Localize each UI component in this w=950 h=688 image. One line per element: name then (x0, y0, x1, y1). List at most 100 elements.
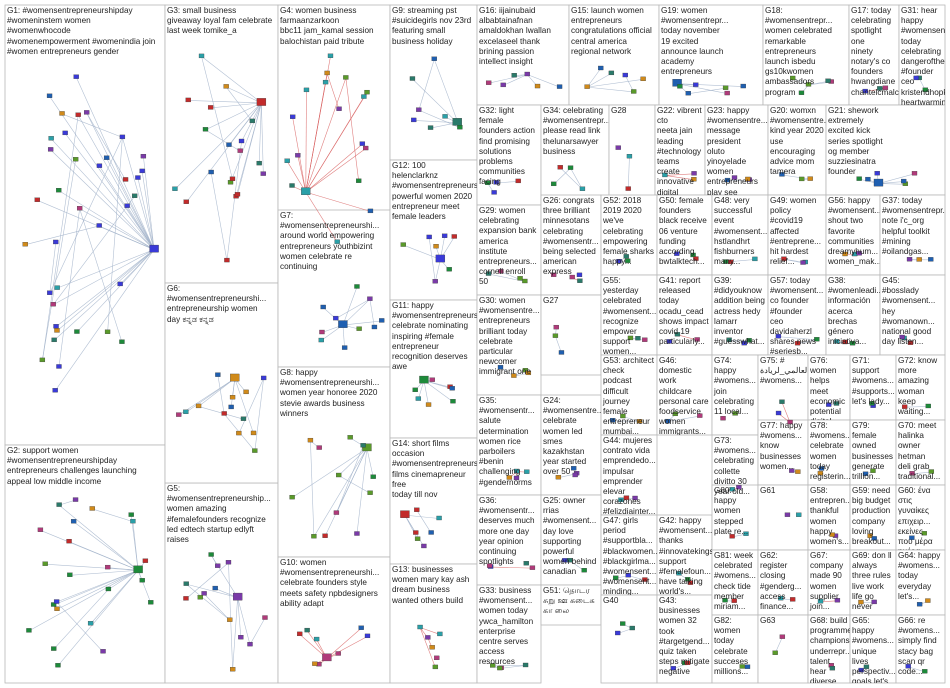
network-node (426, 234, 432, 240)
network-edge (912, 471, 932, 475)
network-node (616, 258, 622, 264)
network-node (772, 650, 778, 655)
network-edge (667, 415, 700, 422)
network-edge (336, 445, 364, 514)
network-node (727, 259, 734, 265)
network-node (798, 90, 805, 95)
network-node (555, 475, 562, 480)
network-node (491, 190, 497, 195)
network-node (493, 180, 499, 185)
network-node (54, 606, 60, 611)
network-node (784, 512, 791, 517)
group-box-g2 (4, 444, 166, 684)
network-node (434, 655, 440, 661)
network-node (629, 625, 635, 631)
network-node (916, 602, 923, 607)
network-node (432, 664, 439, 670)
group-label-g79: G79: female owned businesses generate tr… (852, 421, 893, 482)
network-node (409, 76, 416, 81)
network-node (744, 664, 751, 669)
network-node (522, 278, 528, 284)
network-node (817, 599, 824, 604)
network-node (524, 71, 530, 77)
network-edge (137, 177, 155, 250)
network-node (579, 186, 586, 191)
network-node (789, 597, 796, 602)
network-node (722, 598, 728, 603)
network-node (316, 445, 322, 450)
network-edge (237, 597, 242, 638)
network-node (207, 105, 214, 110)
network-edge (612, 420, 640, 423)
group-label-g22: G22: vibrent cto neeta jain leading #tec… (657, 106, 702, 195)
network-node (96, 223, 102, 228)
network-node (779, 172, 785, 177)
network-edge (423, 380, 454, 402)
group-label-g63: G63 (760, 616, 776, 625)
network-edge (627, 156, 630, 190)
network-edge (335, 298, 371, 319)
network-node (693, 256, 699, 261)
network-node (642, 337, 648, 342)
network-node (441, 233, 448, 238)
network-node (627, 335, 634, 341)
network-node (53, 239, 59, 245)
group-box-g78 (807, 419, 851, 486)
group-label-g58: G58: entrepren... thankful women happy w… (810, 486, 850, 547)
network-node (183, 409, 189, 414)
network-node (415, 396, 422, 401)
network-node (70, 519, 77, 524)
network-edge (305, 82, 326, 193)
network-node (50, 302, 56, 307)
network-node (198, 53, 205, 59)
network-node (47, 147, 54, 152)
network-node (490, 663, 496, 668)
network-node (62, 130, 68, 136)
network-node (584, 84, 590, 89)
network-node (322, 533, 328, 538)
network-node (87, 621, 94, 626)
network-edge (230, 378, 236, 408)
network-node (916, 257, 922, 262)
network-node (799, 176, 805, 182)
group-label-g53: G53: architect check podcast difficult j… (603, 356, 654, 435)
network-node (557, 165, 563, 170)
network-node (632, 495, 638, 501)
network-node (433, 244, 439, 249)
network-node (534, 83, 541, 89)
network-node (511, 73, 517, 78)
network-node (356, 178, 362, 183)
network-edge (345, 77, 359, 182)
network-node (731, 175, 738, 180)
network-node (484, 180, 491, 185)
group-box-g34 (540, 104, 610, 206)
network-edge (622, 416, 640, 423)
group-box-g9 (389, 4, 478, 161)
network-edge (108, 570, 139, 590)
group-box-g32 (476, 104, 542, 206)
group-label-g61: G61 (760, 486, 776, 495)
network-node (572, 472, 578, 478)
network-edge (210, 172, 228, 261)
network-node (289, 114, 296, 119)
network-edge (286, 161, 307, 193)
network-edge (50, 138, 155, 250)
network-node (414, 507, 420, 512)
group-label-g26: G26: congrats three brilliant minnesotan… (543, 196, 599, 277)
network-edge (781, 174, 811, 180)
group-label-g41: G41: report released today ocadu_cead sh… (659, 276, 709, 347)
group-label-g74: G74: happy #womens... join celebrating 1… (714, 356, 756, 417)
network-node (413, 530, 419, 535)
network-edge (908, 666, 925, 673)
network-node (677, 84, 683, 89)
network-node (746, 338, 752, 343)
network-edge (28, 569, 139, 632)
network-node (336, 472, 342, 478)
network-node (202, 127, 209, 132)
network-node (227, 617, 233, 622)
network-node (795, 469, 801, 474)
network-edge (503, 74, 528, 86)
network-node (513, 475, 520, 481)
group-label-g25: G25: owner rrias #womensent... day love … (543, 496, 597, 577)
